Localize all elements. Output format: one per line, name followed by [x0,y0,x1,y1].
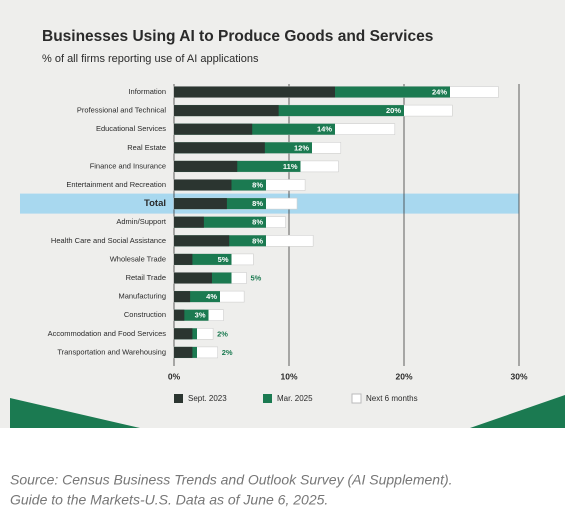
category-label: Finance and Insurance [90,161,166,170]
bar [174,253,232,265]
category-label: Wholesale Trade [110,254,166,263]
x-tick-label: 20% [395,371,412,381]
bar [174,198,227,210]
legend-swatch [174,394,183,403]
bar [174,142,265,154]
source: Source: Census Business Trends and Outlo… [10,472,453,488]
bar [174,346,193,358]
value-label: 20% [386,106,401,115]
value-label: 5% [250,273,261,282]
value-label: 8% [252,218,263,227]
bar [174,328,193,340]
category-label: Accommodation and Food Services [48,329,167,338]
panel [0,0,565,428]
bar [174,253,193,265]
bar [174,309,209,321]
legend-swatch [351,393,362,404]
category-label: Transportation and Warehousing [57,347,166,356]
legend-swatch [263,394,272,403]
bar [174,105,279,117]
category-label: Admin/Support [116,217,167,226]
category-label: Retail Trade [126,273,166,282]
bar [174,272,212,284]
bar [174,179,232,191]
bar [174,160,238,172]
category-label: Real Estate [127,143,166,152]
value-label: 14% [317,125,332,134]
category-label: Information [128,87,166,96]
corner-shape [470,395,565,428]
bar [174,86,335,98]
value-label: 2% [222,348,233,357]
value-label: 12% [294,143,309,152]
category-label: Educational Services [96,124,166,133]
category-label: Entertainment and Recreation [66,180,166,189]
chart-subtitle: % of all firms reporting use of AI appli… [42,53,259,65]
value-label: 5% [218,255,229,264]
bar [174,123,335,135]
x-tick-label: 10% [280,371,297,381]
value-label: 3% [195,311,206,320]
bar [174,309,185,321]
bar [174,105,404,117]
category-label: Health Care and Social Assistance [51,236,166,245]
legend-label: Sept. 2023 [188,394,227,403]
bar [174,216,266,228]
value-label: 8% [252,236,263,245]
legend-label: Next 6 months [366,394,418,403]
bar [174,235,230,247]
bar [174,216,204,228]
value-label: 8% [252,180,263,189]
category-label: Total [144,198,166,209]
legend-label: Mar. 2025 [277,394,313,403]
x-tick-label: 0% [168,371,181,381]
value-label: 11% [283,162,298,171]
bar [174,291,191,303]
value-label: 4% [206,292,217,301]
chart-title: Businesses Using AI to Produce Goods and… [42,28,433,45]
category-label: Construction [124,310,166,319]
value-label: 24% [432,87,447,96]
x-tick-label: 30% [510,371,527,381]
value-label: 8% [252,199,263,208]
bar [174,291,220,303]
bar [174,123,253,135]
source: Guide to the Markets-U.S. Data as of Jun… [10,492,328,508]
corner-shape [10,398,140,428]
value-label: 2% [217,329,228,338]
category-label: Professional and Technical [77,106,166,115]
category-label: Manufacturing [118,292,166,301]
